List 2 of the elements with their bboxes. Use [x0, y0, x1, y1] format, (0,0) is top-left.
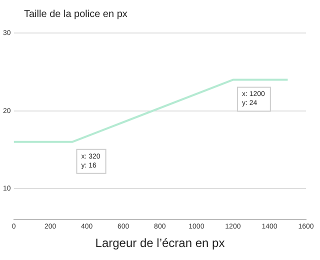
x-axis-title: Largeur de l’écran en px — [94, 236, 226, 250]
y-axis-title: Taille de la police en px — [24, 9, 128, 20]
